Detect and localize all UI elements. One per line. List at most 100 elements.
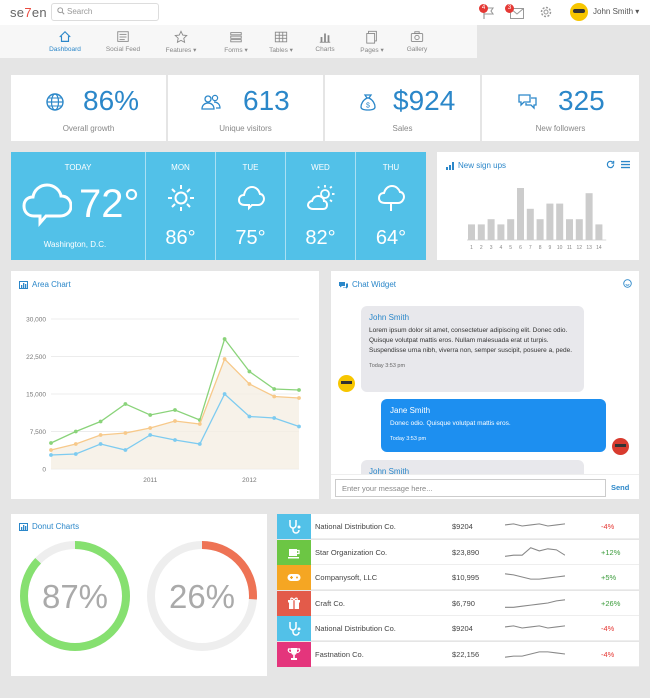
data-point xyxy=(272,394,277,399)
partly-cloudy-icon xyxy=(307,185,335,210)
data-point xyxy=(297,388,301,392)
gamepad-icon xyxy=(287,574,301,581)
signup-tick-label: 11 xyxy=(567,245,572,251)
mail-notification-button[interactable]: 3 xyxy=(505,4,525,20)
list-icon[interactable] xyxy=(621,160,630,169)
signup-tick-label: 8 xyxy=(539,245,542,251)
signup-tick-label: 4 xyxy=(500,245,503,251)
data-point xyxy=(49,441,53,445)
nav-label: Charts xyxy=(315,46,335,53)
chart-icon xyxy=(19,523,28,531)
signup-bar xyxy=(585,193,593,240)
chat-message-sent: Jane Smith Donec odio. Quisque volutpat … xyxy=(381,399,606,452)
sparkline xyxy=(505,546,565,557)
nav-item-pages[interactable]: Pages ▾ xyxy=(342,30,402,54)
form-icon xyxy=(230,32,242,43)
comments-icon xyxy=(339,282,348,289)
nav-item-gallery[interactable]: Gallery xyxy=(387,30,447,53)
message-text: Lorem ipsum dolor sit amet, consectetuer… xyxy=(369,327,573,354)
data-point xyxy=(98,442,103,446)
data-point xyxy=(98,433,103,437)
sparkline xyxy=(505,573,565,580)
signup-tick-label: 5 xyxy=(509,245,512,251)
chat-widget: Chat Widget John Smith Lorem ipsum dolor… xyxy=(331,271,639,499)
nav-item-features[interactable]: Features ▾ xyxy=(151,30,211,54)
weather-today: TODAY 72° Washington, D.C. xyxy=(11,152,145,260)
logo[interactable]: se7en xyxy=(10,5,47,20)
company-change: +12% xyxy=(601,547,621,557)
user-menu[interactable]: John Smith ▾ xyxy=(593,7,640,16)
weather-day: MON 86° xyxy=(145,152,215,260)
row-icon-cell xyxy=(277,565,311,590)
signup-tick-label: 10 xyxy=(557,245,563,251)
nav-item-charts[interactable]: Charts xyxy=(295,30,355,53)
nav-item-forms[interactable]: Forms ▾ xyxy=(206,30,266,54)
data-point xyxy=(49,453,53,457)
company-name: Craft Co. xyxy=(315,598,346,608)
stat-label: Overall growth xyxy=(62,124,115,133)
avatar xyxy=(338,375,355,392)
send-button[interactable]: Send xyxy=(611,483,630,492)
stat-card: 86% Overall growth xyxy=(11,75,166,141)
chat-input-bar: Enter your message here... Send xyxy=(331,474,639,499)
data-point xyxy=(247,369,252,374)
company-name: National Distribution Co. xyxy=(315,624,396,633)
table-row[interactable]: National Distribution Co. $9204 -4% xyxy=(277,616,639,641)
sparkline xyxy=(505,523,565,527)
flag-notification-button[interactable]: 4 xyxy=(479,4,495,20)
weather-day-label: TUE xyxy=(242,163,259,172)
y-tick-label: 0 xyxy=(42,467,46,474)
mail-count-badge: 3 xyxy=(505,4,514,13)
newspaper-icon xyxy=(117,31,129,42)
sun-icon xyxy=(168,185,194,211)
signup-bar xyxy=(477,224,485,240)
data-point xyxy=(148,413,153,417)
gear-icon[interactable] xyxy=(539,5,553,19)
table-row[interactable]: Craft Co. $6,790 +26% xyxy=(277,590,639,616)
weather-day-temp: 82° xyxy=(305,227,336,249)
company-price: $10,995 xyxy=(452,573,480,582)
data-point xyxy=(148,433,153,437)
data-point xyxy=(98,419,103,424)
nav-item-dashboard[interactable]: Dashboard xyxy=(35,30,95,53)
signup-bar xyxy=(556,203,564,240)
smile-icon[interactable] xyxy=(623,279,632,288)
y-tick-label: 22,500 xyxy=(26,354,46,361)
avatar xyxy=(612,438,629,455)
cloud-icon xyxy=(237,185,265,211)
stat-label: Sales xyxy=(392,124,413,133)
trophy-icon xyxy=(287,647,301,660)
rain-cloud-icon xyxy=(377,184,405,211)
data-point xyxy=(49,448,53,452)
signup-tick-label: 13 xyxy=(586,245,592,251)
table-row[interactable]: Companysoft, LLC $10,995 +5% xyxy=(277,565,639,590)
pages-icon xyxy=(366,30,377,44)
stat-card: 613 Unique visitors xyxy=(168,75,323,141)
nav-label: Gallery xyxy=(406,46,428,53)
company-change: +5% xyxy=(601,573,617,582)
chat-title: Chat Widget xyxy=(352,280,397,289)
signup-bar xyxy=(566,219,573,240)
money-bag-icon: $ xyxy=(360,94,376,111)
stat-value: 86% xyxy=(83,85,140,116)
donut-value-a: 87% xyxy=(42,578,108,615)
table-row[interactable]: Fastnation Co. $22,156 -4% xyxy=(277,641,639,667)
signup-tick-label: 3 xyxy=(490,245,493,251)
weather-day: WED 82° xyxy=(285,152,355,260)
data-point xyxy=(73,452,78,456)
table-icon xyxy=(274,31,288,43)
avatar[interactable] xyxy=(570,3,588,21)
nav-label: Tables ▾ xyxy=(269,47,293,54)
refresh-icon[interactable] xyxy=(606,160,615,169)
camera-icon xyxy=(410,31,424,42)
nav-item-socialfeed[interactable]: Social Feed xyxy=(93,30,153,53)
message-input[interactable]: Enter your message here... xyxy=(335,479,606,497)
signup-tick-label: 6 xyxy=(519,245,522,251)
table-row[interactable]: Star Organization Co. $23,890 +12% xyxy=(277,539,639,565)
signups-bar-chart: 1 2 3 4 5 6 7 8 9 10 11 12 13 14 xyxy=(467,188,607,251)
nav-item-tables[interactable]: Tables ▾ xyxy=(251,30,311,54)
nav-label: Pages ▾ xyxy=(360,47,384,54)
search-input[interactable]: Search xyxy=(51,3,159,21)
table-row[interactable]: National Distribution Co. $9204 -4% xyxy=(277,514,639,539)
search-placeholder: Search xyxy=(67,7,93,16)
